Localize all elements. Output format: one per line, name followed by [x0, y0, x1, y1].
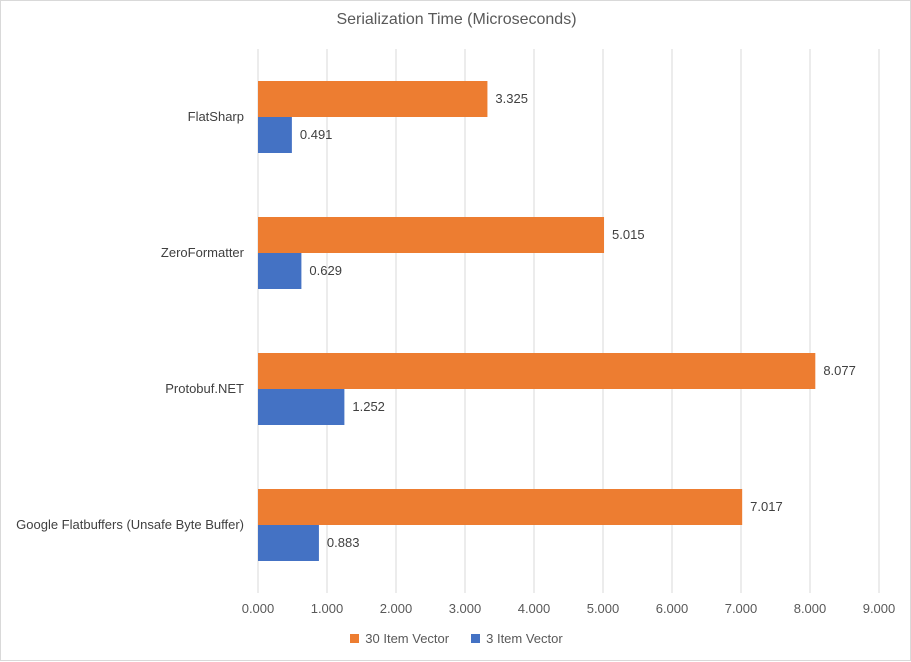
data-label-s0-c1: 5.015 — [612, 227, 645, 242]
category-label-2: Protobuf.NET — [165, 381, 244, 396]
data-label-s1-c2: 1.252 — [352, 399, 385, 414]
x-tick-label-4: 4.000 — [518, 601, 551, 616]
bar-s0-c1 — [258, 217, 605, 253]
data-label-s0-c3: 7.017 — [750, 499, 783, 514]
legend-swatch-1 — [471, 634, 481, 643]
legend: 30 Item Vector 3 Item Vector — [1, 631, 911, 646]
legend-label-0: 30 Item Vector — [365, 631, 450, 646]
bar-s1-c2 — [258, 389, 345, 425]
x-tick-label-7: 7.000 — [725, 601, 758, 616]
chart-title: Serialization Time (Microseconds) — [336, 11, 577, 28]
bar-s1-c1 — [258, 253, 302, 289]
data-label-s0-c2: 8.077 — [823, 363, 856, 378]
data-label-s1-c3: 0.883 — [327, 535, 360, 550]
legend-item-1: 3 Item Vector — [471, 631, 563, 646]
x-tick-label-6: 6.000 — [656, 601, 689, 616]
category-label-0: FlatSharp — [188, 109, 244, 124]
bar-s0-c0 — [258, 81, 488, 117]
bar-s0-c2 — [258, 353, 816, 389]
legend-label-1: 3 Item Vector — [486, 631, 563, 646]
bar-s1-c0 — [258, 117, 292, 153]
x-tick-label-3: 3.000 — [449, 601, 482, 616]
x-tick-label-2: 2.000 — [380, 601, 413, 616]
bar-s0-c3 — [258, 489, 743, 525]
legend-swatch-0 — [350, 634, 360, 643]
bar-s1-c3 — [258, 525, 319, 561]
legend-item-0: 30 Item Vector — [350, 631, 449, 646]
data-label-s0-c0: 3.325 — [495, 91, 528, 106]
x-tick-label-9: 9.000 — [863, 601, 896, 616]
x-tick-label-8: 8.000 — [794, 601, 827, 616]
data-label-s1-c1: 0.629 — [309, 263, 342, 278]
x-tick-label-5: 5.000 — [587, 601, 620, 616]
x-tick-label-1: 1.000 — [311, 601, 344, 616]
data-label-s1-c0: 0.491 — [300, 127, 333, 142]
category-label-1: ZeroFormatter — [161, 245, 245, 260]
category-label-3: Google Flatbuffers (Unsafe Byte Buffer) — [16, 517, 244, 532]
x-tick-label-0: 0.000 — [242, 601, 275, 616]
